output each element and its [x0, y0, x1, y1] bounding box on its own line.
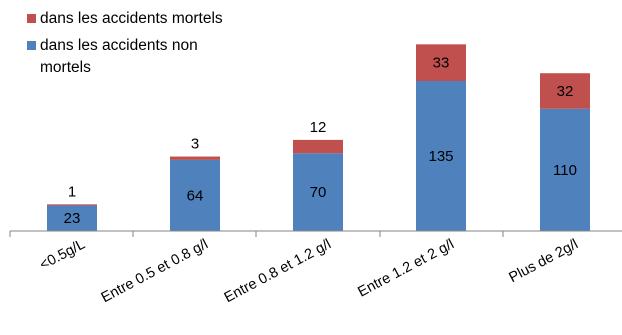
- chart-legend: dans les accidents mortels dans les acci…: [27, 8, 242, 84]
- x-tick-label-2: Entre 0.8 et 1.2 g/l: [222, 236, 334, 306]
- data-label-fatal-4: 32: [557, 83, 574, 100]
- bar-non-fatal-3: [416, 81, 466, 231]
- bar-non-fatal-0: [47, 205, 97, 231]
- data-label-non-fatal-2: 70: [310, 184, 327, 201]
- bar-fatal-2: [293, 139, 343, 154]
- data-label-fatal-0: 1: [68, 183, 76, 200]
- data-labels-group: 23 1 64 3 70 12 135 33 110 32: [64, 55, 577, 228]
- bar-non-fatal-1: [170, 159, 220, 231]
- bar-fatal-1: [170, 156, 220, 160]
- bars-group: [47, 44, 590, 231]
- bar-non-fatal-2: [293, 153, 343, 231]
- x-tick-label-3: Entre 1.2 et 2 g/l: [355, 236, 456, 300]
- legend-swatch-fatal: [27, 14, 36, 23]
- x-axis-ticks: [9, 231, 504, 237]
- legend-label-fatal: dans les accidents mortels: [40, 10, 223, 27]
- data-label-non-fatal-1: 64: [187, 187, 204, 204]
- x-axis-tick-labels: <0.5g/L Entre 0.5 et 0.8 g/l Entre 0.8 et …: [37, 236, 581, 306]
- x-tick-label-4: Plus de 2g/l: [506, 236, 580, 286]
- legend-label-non-fatal: dans les accidents non mortels: [40, 37, 198, 76]
- x-tick-label-1: Entre 0.5 et 0.8 g/l: [99, 236, 211, 306]
- bar-fatal-4: [540, 73, 590, 109]
- data-label-non-fatal-4: 110: [553, 162, 577, 179]
- data-label-non-fatal-3: 135: [428, 148, 453, 165]
- bar-fatal-0: [47, 204, 97, 206]
- data-label-fatal-1: 3: [191, 136, 199, 153]
- data-label-fatal-3: 33: [433, 55, 450, 72]
- data-label-non-fatal-0: 23: [64, 210, 81, 227]
- legend-entry-non-fatal: dans les accidents non mortels: [27, 35, 242, 79]
- x-tick-label-0: <0.5g/L: [37, 236, 88, 273]
- bar-fatal-3: [416, 44, 466, 81]
- legend-entry-fatal: dans les accidents mortels: [27, 8, 242, 30]
- legend-swatch-non-fatal: [27, 41, 36, 50]
- data-label-fatal-2: 12: [310, 119, 327, 136]
- bar-non-fatal-4: [540, 108, 590, 231]
